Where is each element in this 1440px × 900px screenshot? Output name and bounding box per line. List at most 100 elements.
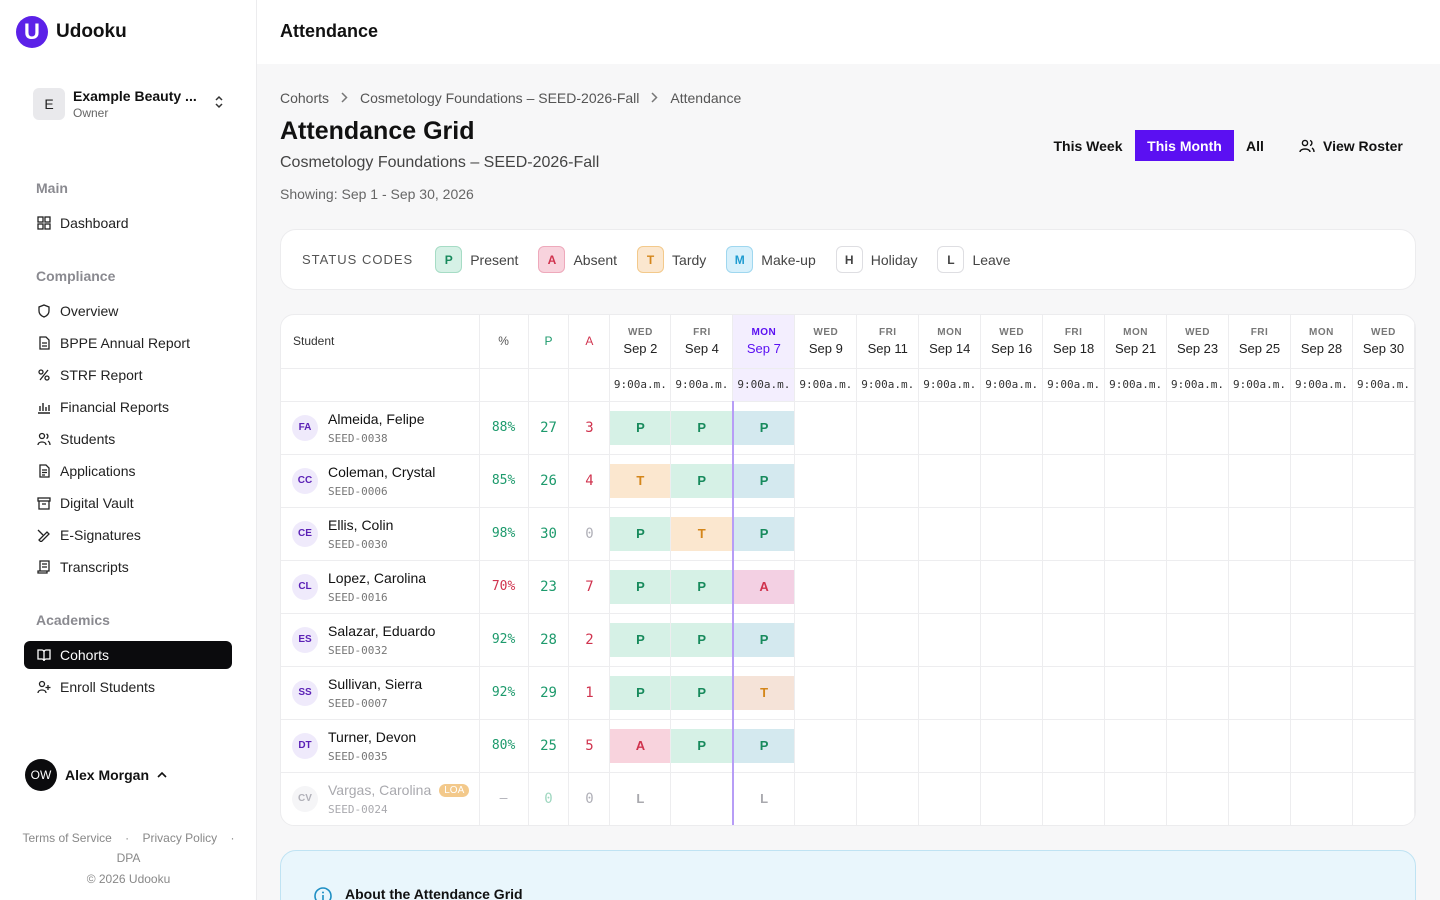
attendance-cell[interactable]: P bbox=[670, 666, 734, 720]
student-cell[interactable]: CL Lopez, Carolina SEED-0016 bbox=[281, 560, 480, 614]
attendance-cell[interactable] bbox=[1290, 560, 1353, 614]
sidebar-item-bppe-report[interactable]: BPPE Annual Report bbox=[24, 329, 232, 357]
attendance-cell[interactable] bbox=[1228, 613, 1291, 667]
column-header-day[interactable]: FRI Sep 4 bbox=[670, 315, 734, 369]
view-roster-button[interactable]: View Roster bbox=[1289, 130, 1413, 161]
attendance-cell[interactable]: P bbox=[609, 560, 672, 614]
column-header-day[interactable]: FRI Sep 18 bbox=[1042, 315, 1106, 369]
attendance-cell[interactable] bbox=[918, 719, 982, 773]
attendance-cell[interactable] bbox=[980, 719, 1044, 773]
attendance-cell[interactable] bbox=[918, 560, 982, 614]
attendance-cell[interactable] bbox=[794, 401, 858, 455]
attendance-cell[interactable] bbox=[1166, 560, 1230, 614]
attendance-cell[interactable]: P bbox=[609, 613, 672, 667]
attendance-cell[interactable] bbox=[794, 454, 858, 508]
attendance-cell[interactable] bbox=[1042, 772, 1106, 825]
attendance-cell[interactable] bbox=[1166, 454, 1230, 508]
attendance-cell[interactable] bbox=[1290, 507, 1353, 561]
student-cell[interactable]: ES Salazar, Eduardo SEED-0032 bbox=[281, 613, 480, 667]
attendance-cell[interactable]: P bbox=[731, 613, 796, 667]
attendance-cell[interactable] bbox=[856, 613, 920, 667]
attendance-cell[interactable] bbox=[1228, 719, 1291, 773]
student-name[interactable]: Lopez, Carolina bbox=[328, 569, 427, 586]
attendance-cell[interactable] bbox=[980, 666, 1044, 720]
privacy-link[interactable]: Privacy Policy bbox=[142, 831, 218, 845]
sidebar-item-digital-vault[interactable]: Digital Vault bbox=[24, 489, 232, 517]
attendance-cell[interactable] bbox=[1166, 772, 1230, 825]
sidebar-item-students[interactable]: Students bbox=[24, 425, 232, 453]
attendance-cell[interactable]: P bbox=[670, 719, 734, 773]
student-cell[interactable]: CC Coleman, Crystal SEED-0006 bbox=[281, 454, 480, 508]
attendance-cell[interactable]: T bbox=[609, 454, 672, 508]
attendance-cell[interactable] bbox=[794, 772, 858, 825]
attendance-cell[interactable] bbox=[918, 454, 982, 508]
attendance-cell[interactable]: P bbox=[609, 666, 672, 720]
attendance-cell[interactable] bbox=[856, 772, 920, 825]
attendance-cell[interactable] bbox=[1352, 613, 1415, 667]
attendance-cell[interactable]: P bbox=[670, 454, 734, 508]
sidebar-item-overview[interactable]: Overview bbox=[24, 297, 232, 325]
attendance-cell[interactable] bbox=[980, 454, 1044, 508]
attendance-cell[interactable] bbox=[1166, 719, 1230, 773]
attendance-cell[interactable] bbox=[794, 560, 858, 614]
column-header-day[interactable]: MON Sep 7 bbox=[732, 315, 796, 369]
attendance-cell[interactable] bbox=[1104, 666, 1168, 720]
attendance-cell[interactable]: T bbox=[670, 507, 734, 561]
attendance-cell[interactable]: P bbox=[731, 454, 796, 508]
org-switcher[interactable]: E Example Beauty ... Owner bbox=[33, 87, 233, 121]
column-header-day[interactable]: FRI Sep 11 bbox=[856, 315, 920, 369]
attendance-cell[interactable] bbox=[670, 772, 734, 825]
attendance-cell[interactable] bbox=[980, 401, 1044, 455]
attendance-cell[interactable]: P bbox=[731, 507, 796, 561]
attendance-cell[interactable] bbox=[980, 507, 1044, 561]
attendance-cell[interactable] bbox=[1228, 772, 1291, 825]
sidebar-item-transcripts[interactable]: Transcripts bbox=[24, 553, 232, 581]
column-header-present[interactable]: P bbox=[528, 315, 570, 369]
attendance-cell[interactable] bbox=[794, 666, 858, 720]
attendance-cell[interactable] bbox=[1352, 401, 1415, 455]
attendance-cell[interactable] bbox=[856, 666, 920, 720]
attendance-cell[interactable] bbox=[856, 507, 920, 561]
attendance-cell[interactable] bbox=[1166, 507, 1230, 561]
column-header-day[interactable]: MON Sep 28 bbox=[1290, 315, 1353, 369]
attendance-cell[interactable] bbox=[918, 401, 982, 455]
attendance-cell[interactable]: P bbox=[670, 401, 734, 455]
attendance-cell[interactable]: P bbox=[609, 401, 672, 455]
column-header-day[interactable]: FRI Sep 25 bbox=[1228, 315, 1291, 369]
attendance-cell[interactable] bbox=[980, 613, 1044, 667]
student-name[interactable]: Coleman, Crystal bbox=[328, 463, 436, 480]
attendance-cell[interactable] bbox=[1352, 772, 1415, 825]
sidebar-item-cohorts[interactable]: Cohorts bbox=[24, 641, 232, 669]
student-cell[interactable]: FA Almeida, Felipe SEED-0038 bbox=[281, 401, 480, 455]
attendance-cell[interactable] bbox=[794, 507, 858, 561]
attendance-cell[interactable] bbox=[918, 613, 982, 667]
attendance-cell[interactable] bbox=[980, 772, 1044, 825]
student-cell[interactable]: CE Ellis, Colin SEED-0030 bbox=[281, 507, 480, 561]
user-menu[interactable]: OW Alex Morgan bbox=[25, 759, 167, 791]
attendance-cell[interactable]: A bbox=[609, 719, 672, 773]
student-cell[interactable]: SS Sullivan, Sierra SEED-0007 bbox=[281, 666, 480, 720]
attendance-cell[interactable] bbox=[1104, 454, 1168, 508]
attendance-cell[interactable] bbox=[1042, 401, 1106, 455]
attendance-cell[interactable]: P bbox=[609, 507, 672, 561]
attendance-cell[interactable] bbox=[856, 401, 920, 455]
student-name[interactable]: Sullivan, Sierra bbox=[328, 675, 423, 692]
attendance-cell[interactable] bbox=[856, 454, 920, 508]
attendance-cell[interactable]: L bbox=[731, 772, 796, 825]
attendance-cell[interactable]: P bbox=[670, 613, 734, 667]
attendance-cell[interactable] bbox=[1042, 454, 1106, 508]
breadcrumb-cohort[interactable]: Cosmetology Foundations – SEED-2026-Fall bbox=[360, 90, 640, 106]
attendance-cell[interactable] bbox=[980, 560, 1044, 614]
column-header-day[interactable]: WED Sep 30 bbox=[1352, 315, 1415, 369]
attendance-cell[interactable] bbox=[1104, 507, 1168, 561]
attendance-cell[interactable] bbox=[856, 560, 920, 614]
attendance-cell[interactable] bbox=[1042, 613, 1106, 667]
breadcrumb-cohorts[interactable]: Cohorts bbox=[280, 90, 330, 106]
student-name[interactable]: Ellis, Colin bbox=[328, 516, 394, 533]
sidebar-item-financial-reports[interactable]: Financial Reports bbox=[24, 393, 232, 421]
sidebar-item-applications[interactable]: Applications bbox=[24, 457, 232, 485]
student-cell[interactable]: CV Vargas, Carolina LOA SEED-0024 bbox=[281, 772, 480, 825]
attendance-cell[interactable] bbox=[1166, 613, 1230, 667]
filter-this-month[interactable]: This Month bbox=[1135, 130, 1234, 161]
attendance-cell[interactable] bbox=[918, 772, 982, 825]
